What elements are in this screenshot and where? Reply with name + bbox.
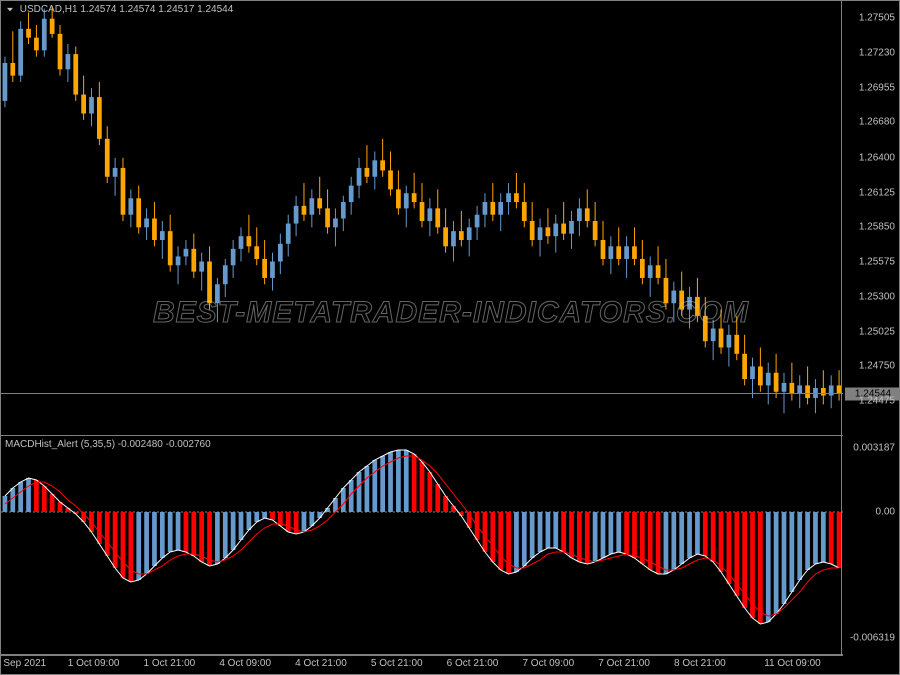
price-y-tick: 1.26125: [859, 187, 895, 198]
time-x-tick: 11 Oct 09:00: [764, 658, 821, 669]
price-y-tick: 1.27230: [859, 47, 895, 58]
price-y-tick: 1.25575: [859, 257, 895, 268]
time-x-tick: 30 Sep 2021: [0, 658, 46, 669]
indicator-y-tick: 0.003187: [853, 443, 895, 454]
price-y-tick: 1.26955: [859, 82, 895, 93]
indicator-header: MACDHist_Alert (5,35,5) -0.002480 -0.002…: [5, 439, 211, 450]
time-x-tick: 8 Oct 21:00: [674, 658, 726, 669]
indicator-panel[interactable]: MACDHist_Alert (5,35,5) -0.002480 -0.002…: [1, 436, 843, 656]
price-y-tick: 1.26680: [859, 117, 895, 128]
price-y-tick: 1.26400: [859, 152, 895, 163]
price-y-tick: 1.25025: [859, 326, 895, 337]
symbol-header: USDCAD,H1 1.24574 1.24574 1.24517 1.2454…: [5, 4, 233, 15]
time-x-tick: 7 Oct 21:00: [598, 658, 650, 669]
time-x-tick: 6 Oct 21:00: [447, 658, 499, 669]
macd-histogram-chart: [1, 436, 843, 656]
price-chart-panel[interactable]: USDCAD,H1 1.24574 1.24574 1.24517 1.2454…: [1, 1, 843, 436]
time-x-tick: 1 Oct 21:00: [144, 658, 196, 669]
price-y-tick: 1.24475: [859, 396, 895, 407]
time-x-tick: 1 Oct 09:00: [68, 658, 120, 669]
indicator-header-text: MACDHist_Alert (5,35,5) -0.002480 -0.002…: [5, 439, 211, 450]
indicator-y-tick: 0.00: [876, 507, 895, 518]
time-x-tick: 7 Oct 09:00: [522, 658, 574, 669]
time-x-tick: 4 Oct 21:00: [295, 658, 347, 669]
candlestick-chart: [1, 1, 843, 436]
dropdown-icon[interactable]: [5, 4, 15, 14]
price-y-tick: 1.25850: [859, 222, 895, 233]
price-y-tick: 1.27505: [859, 13, 895, 24]
chart-container: USDCAD,H1 1.24574 1.24574 1.24517 1.2454…: [0, 0, 900, 675]
time-x-tick: 4 Oct 09:00: [219, 658, 271, 669]
symbol-header-text: USDCAD,H1 1.24574 1.24574 1.24517 1.2454…: [20, 4, 234, 15]
time-x-axis: 30 Sep 2021 1 Oct 09:00 1 Oct 21:00 4 Oct 0…: [1, 654, 843, 674]
price-y-tick: 1.25300: [859, 291, 895, 302]
price-y-axis: 1.27505 1.27230 1.26955 1.26680 1.26400 1.261…: [841, 1, 899, 436]
current-price-line: 1.24544: [1, 393, 843, 394]
indicator-y-tick: -0.006319: [850, 633, 895, 644]
time-x-tick: 5 Oct 21:00: [371, 658, 423, 669]
price-y-tick: 1.24750: [859, 361, 895, 372]
indicator-y-axis: 0.003187 0.00 -0.006319: [841, 436, 899, 656]
